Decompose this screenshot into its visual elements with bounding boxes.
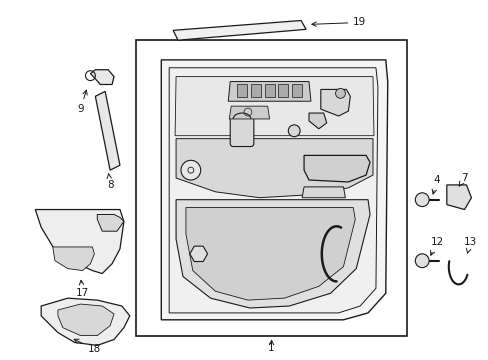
Text: 13: 13 — [463, 237, 476, 253]
Text: 6: 6 — [192, 197, 204, 210]
Text: 10: 10 — [235, 96, 248, 115]
Text: 14: 14 — [326, 179, 340, 193]
Polygon shape — [446, 185, 470, 210]
Circle shape — [335, 89, 345, 98]
Polygon shape — [228, 82, 310, 101]
Text: 18: 18 — [74, 339, 101, 354]
Text: 3: 3 — [177, 148, 184, 161]
Text: 4: 4 — [431, 175, 439, 194]
Polygon shape — [173, 21, 305, 40]
Polygon shape — [53, 247, 94, 271]
Text: 2: 2 — [222, 247, 234, 257]
Polygon shape — [176, 139, 372, 198]
Polygon shape — [320, 89, 349, 116]
Polygon shape — [58, 304, 114, 336]
Text: 17: 17 — [76, 280, 89, 298]
Bar — [250, 85, 260, 97]
Bar — [278, 85, 288, 97]
Bar — [292, 85, 302, 97]
Text: 19: 19 — [311, 18, 366, 27]
Text: 5: 5 — [298, 96, 307, 115]
Polygon shape — [41, 298, 129, 345]
Polygon shape — [185, 208, 355, 300]
Bar — [237, 85, 246, 97]
Polygon shape — [308, 113, 326, 129]
Bar — [136, 40, 407, 336]
Circle shape — [414, 254, 428, 267]
Polygon shape — [97, 215, 123, 231]
Circle shape — [288, 125, 300, 137]
Polygon shape — [302, 187, 345, 198]
Polygon shape — [35, 210, 123, 274]
Polygon shape — [90, 70, 114, 85]
Text: 12: 12 — [429, 237, 443, 255]
Text: 8: 8 — [106, 174, 113, 190]
FancyBboxPatch shape — [230, 116, 253, 147]
Text: 16: 16 — [287, 118, 307, 128]
Text: 9: 9 — [77, 90, 87, 114]
Polygon shape — [229, 106, 269, 119]
Polygon shape — [161, 60, 387, 320]
Circle shape — [414, 193, 428, 207]
Polygon shape — [169, 68, 377, 313]
Text: 1: 1 — [268, 343, 274, 354]
Polygon shape — [95, 91, 120, 170]
Polygon shape — [304, 156, 369, 182]
Text: 11: 11 — [333, 280, 346, 298]
Polygon shape — [176, 200, 369, 308]
Text: 7: 7 — [458, 173, 467, 186]
Polygon shape — [189, 246, 207, 261]
Bar — [264, 85, 274, 97]
Text: 15: 15 — [322, 75, 335, 89]
Circle shape — [181, 160, 200, 180]
Polygon shape — [175, 77, 373, 136]
